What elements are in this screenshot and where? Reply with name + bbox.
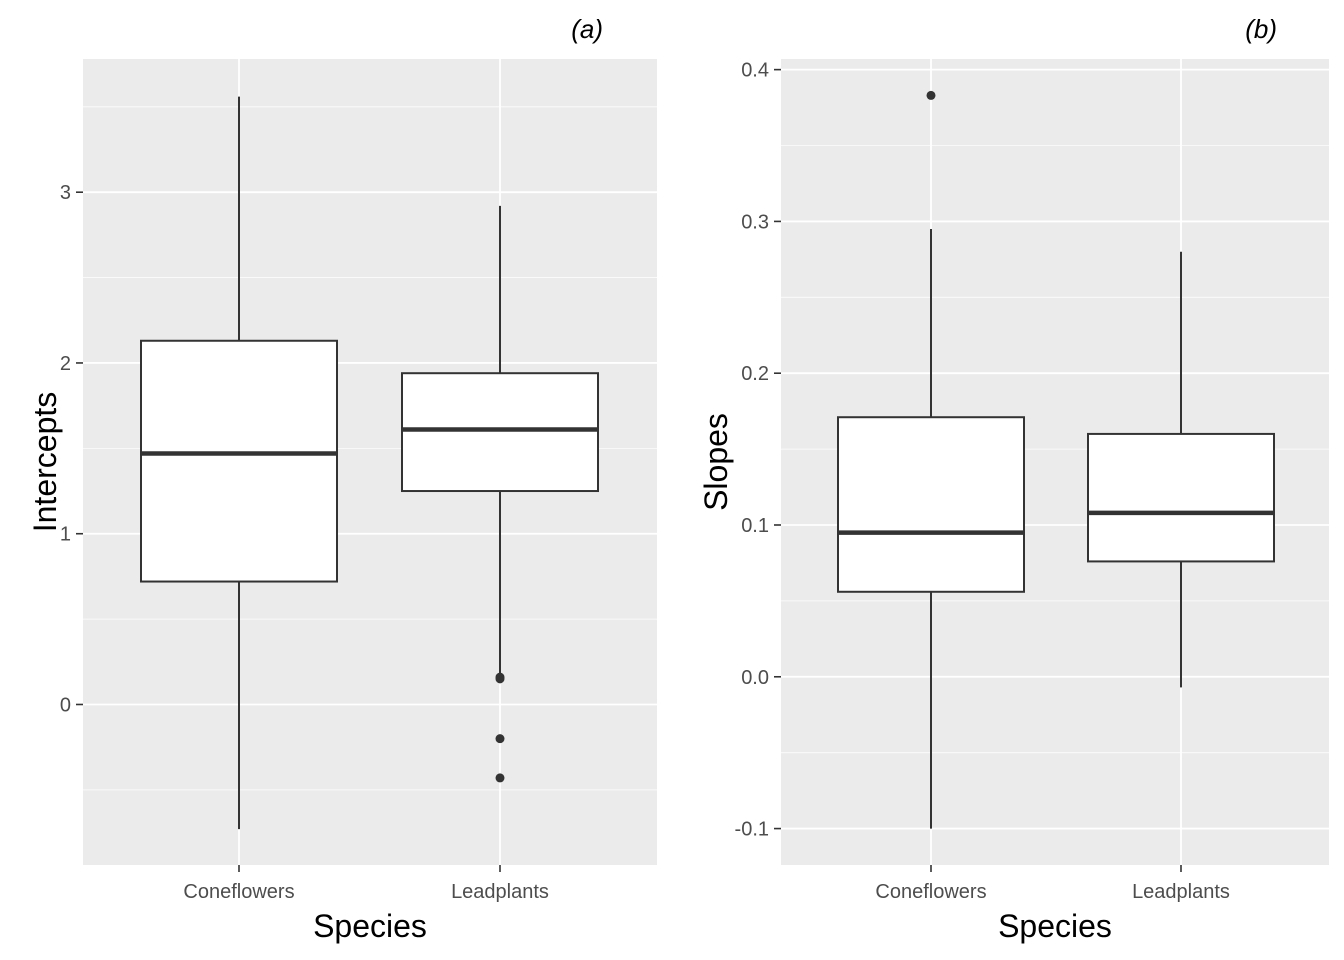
y-tick-label: 2 [60,353,71,375]
y-tick-label: 1 [60,524,71,546]
panel-a-y-axis-title: Intercepts [27,392,63,533]
x-tick-label-coneflowers: Coneflowers [875,881,986,903]
leadplants-box [401,372,599,493]
panel-b-x-axis-title: Species [998,908,1112,944]
panel-b-y-axis-title: Slopes [698,413,734,511]
y-tick-label: 0.3 [741,211,769,233]
x-tick-label-leadplants: Leadplants [1132,881,1230,903]
x-tick-label-coneflowers: Coneflowers [183,881,294,903]
leadplants-box [1087,432,1275,563]
x-tick-label-leadplants: Leadplants [451,881,549,903]
leadplants-outlier-point [495,773,505,783]
panel-a-x-axis-title: Species [313,908,427,944]
y-tick-label: 0.4 [741,60,769,82]
panel-a-intercepts: 0 1 2 3 Coneflowers Leadplants (a) Species Inter… [27,14,657,944]
panel-a-tag: (a) [571,14,603,44]
leadplants-outlier-point [495,674,505,684]
coneflowers-box [837,416,1025,593]
leadplants-outlier-point [495,734,505,744]
y-tick-label: 0.2 [741,363,769,385]
y-tick-label: 0.1 [741,515,769,537]
y-tick-label: -0.1 [735,819,769,841]
panel-b-slopes: -0.1 0.0 0.1 0.2 0.3 0.4 Coneflowers Leadplants… [698,14,1329,944]
panel-b-tag: (b) [1245,14,1277,44]
coneflowers-box [140,339,338,583]
y-tick-label: 0 [60,694,71,716]
coneflowers-outlier-point [926,90,936,100]
y-tick-label: 0.0 [741,667,769,689]
y-tick-label: 3 [60,182,71,204]
